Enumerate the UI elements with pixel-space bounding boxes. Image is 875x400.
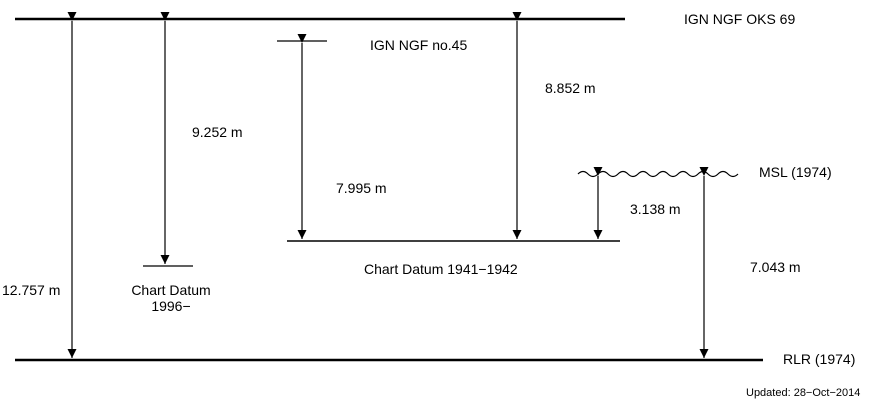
chart-datum-1996-label-line2: 1996− <box>151 298 191 314</box>
updated-date: Updated: 28−Oct−2014 <box>746 387 861 399</box>
msl-label: MSL (1974) <box>759 164 832 180</box>
oks69-to-cd1941-value: 8.852 m <box>545 80 596 96</box>
chart-datum-1941-label: Chart Datum 1941−1942 <box>364 261 518 277</box>
oks69-label: IGN NGF OKS 69 <box>684 11 796 27</box>
oks69-to-rlr-value: 12.757 m <box>2 282 61 298</box>
oks69-to-cd1996-value: 9.252 m <box>192 124 243 140</box>
msl-wave-line <box>577 170 739 178</box>
no45-to-cd1941-value: 7.995 m <box>336 180 387 196</box>
rlr-label: RLR (1974) <box>783 351 856 367</box>
msl-to-rlr-value: 7.043 m <box>750 259 801 275</box>
chart-datum-1996-label-line1: Chart Datum <box>131 282 211 298</box>
msl-to-cd1941-value: 3.138 m <box>630 201 681 217</box>
no45-label: IGN NGF no.45 <box>370 37 468 53</box>
